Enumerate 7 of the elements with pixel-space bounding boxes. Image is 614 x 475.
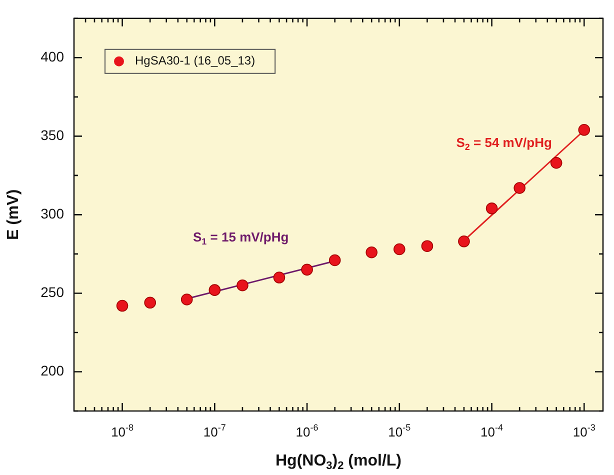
legend-label: HgSA30-1 (16_05_13) — [135, 54, 256, 68]
y-tick-label: 400 — [40, 48, 64, 65]
y-tick-label: 300 — [40, 206, 64, 222]
y-tick-label: 200 — [40, 362, 64, 379]
y-axis-title: E (mV) — [5, 189, 22, 240]
y-tick-label: 250 — [40, 284, 64, 300]
y-tick-label: 350 — [40, 127, 64, 144]
